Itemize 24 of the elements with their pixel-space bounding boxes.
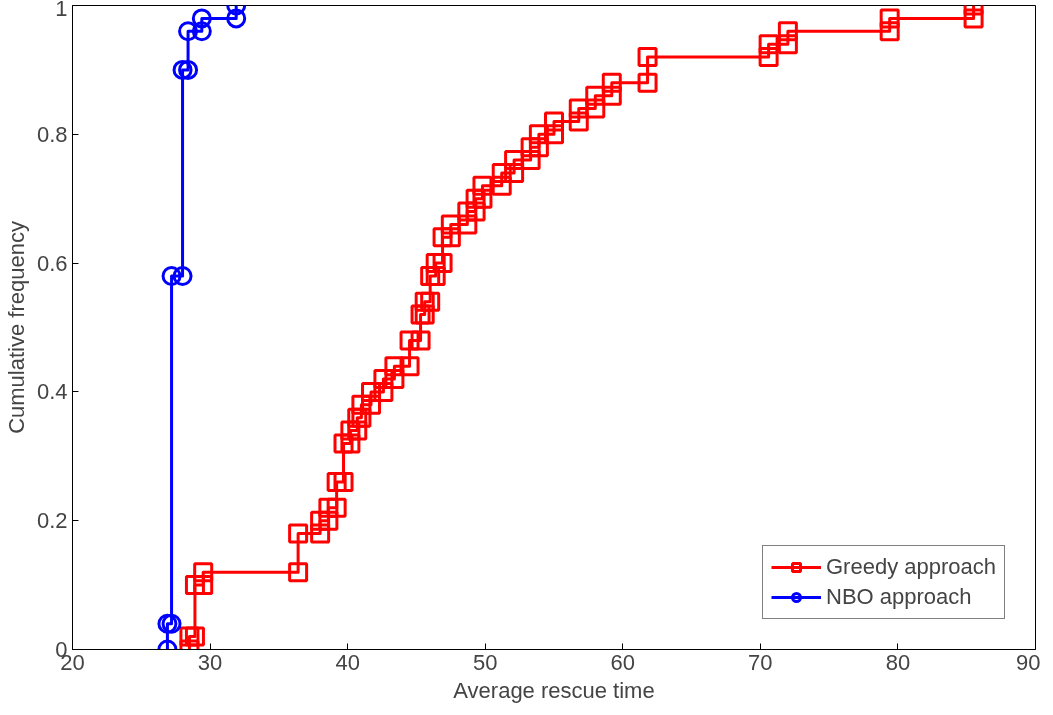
x-tick-label: 60 xyxy=(610,649,636,675)
y-tick-label: 1 xyxy=(55,0,68,21)
y-tick-label: 0.4 xyxy=(36,379,68,405)
x-axis-title: Average rescue time xyxy=(453,677,655,703)
x-tick-label: 30 xyxy=(197,649,223,675)
x-tick-label: 70 xyxy=(748,649,773,675)
point xyxy=(172,59,193,80)
legend-label: NBO approach xyxy=(826,584,972,610)
y-tick-label: 0.8 xyxy=(36,121,68,147)
point xyxy=(178,21,199,42)
x-tick-label: 80 xyxy=(885,649,911,675)
point xyxy=(161,266,182,286)
point xyxy=(191,8,212,29)
y-tick-label: 0.2 xyxy=(36,508,68,534)
point xyxy=(178,59,199,80)
x-tick-label: 90 xyxy=(1016,649,1041,675)
x-tick-label: 40 xyxy=(335,649,360,675)
y-axis-title: Cumulative frequency xyxy=(3,221,29,434)
y-tick-label: 0.6 xyxy=(36,250,68,276)
point xyxy=(172,266,193,286)
point xyxy=(191,21,212,42)
point xyxy=(226,8,247,29)
x-tick-label: 50 xyxy=(472,649,498,675)
legend-label: Greedy approach xyxy=(826,554,996,580)
